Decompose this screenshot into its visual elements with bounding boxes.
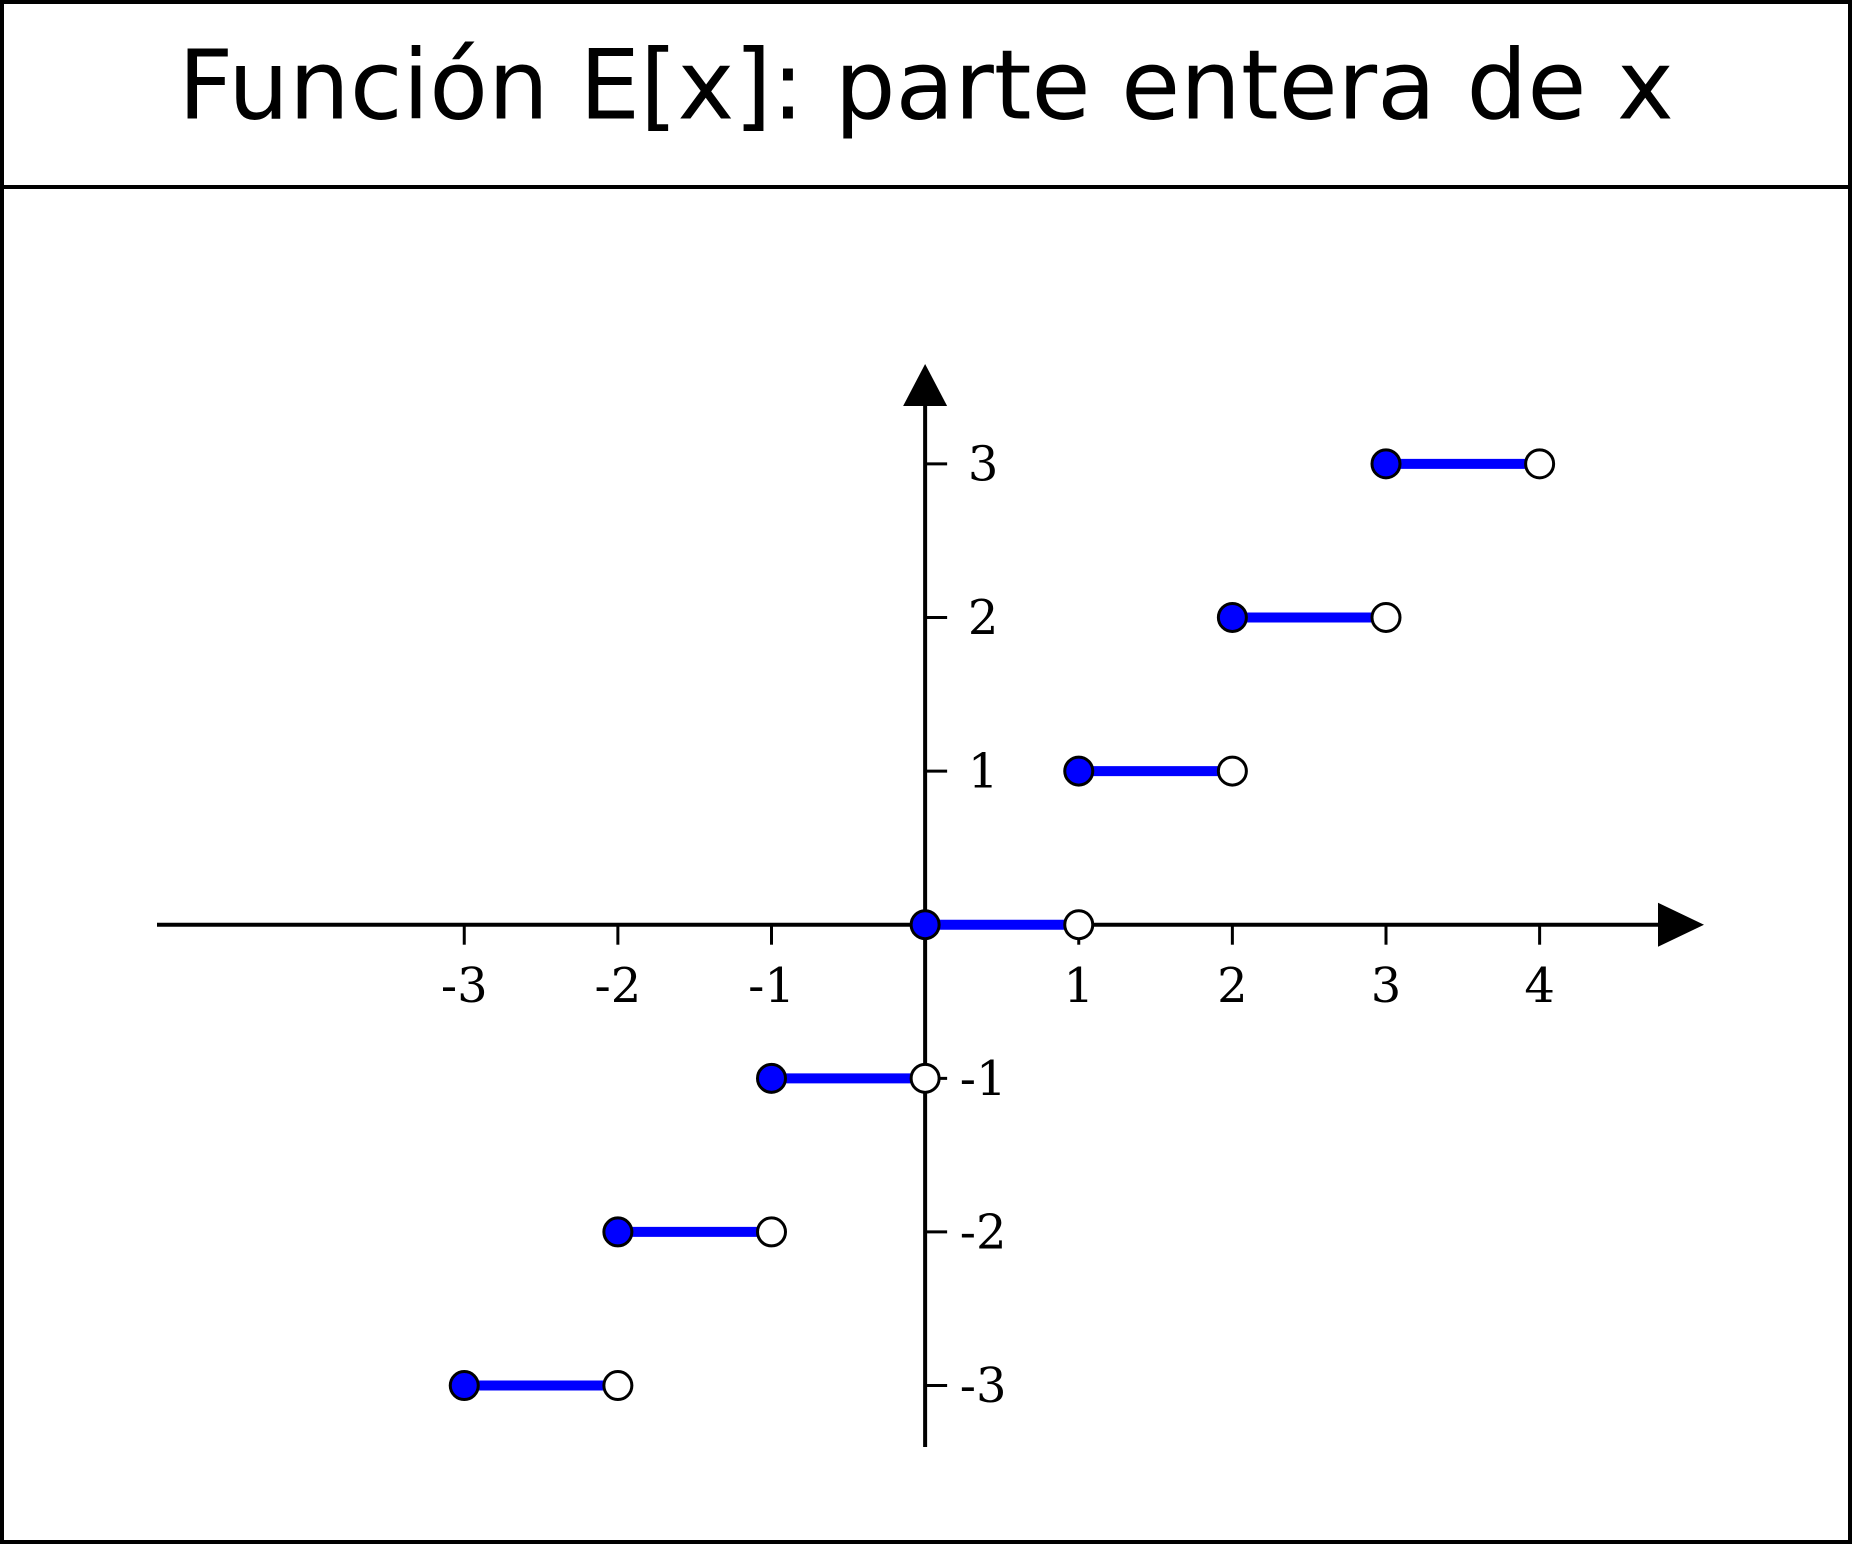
closed-point	[755, 1062, 787, 1094]
x-tick-label: -1	[748, 958, 795, 1014]
open-point	[1063, 909, 1095, 941]
open-point	[1216, 755, 1248, 787]
x-tick-label: -3	[441, 958, 488, 1014]
closed-point	[1216, 601, 1248, 633]
open-point	[602, 1370, 634, 1402]
x-tick-label: -2	[594, 958, 641, 1014]
open-point	[1370, 601, 1402, 633]
open-point	[909, 1062, 941, 1094]
y-tick-label: -2	[960, 1204, 1007, 1260]
closed-point	[909, 909, 941, 941]
y-tick-label: -1	[960, 1051, 1007, 1107]
x-tick-label: 4	[1524, 958, 1555, 1014]
y-axis-arrow	[903, 364, 948, 406]
closed-point	[602, 1216, 634, 1248]
chart-title: Función E[x]: parte entera de x	[178, 29, 1674, 141]
y-tick-label: 2	[968, 590, 999, 646]
x-tick-label: 1	[1063, 958, 1094, 1014]
x-tick-label: 2	[1217, 958, 1248, 1014]
x-tick-label: 3	[1371, 958, 1402, 1014]
x-axis-arrow	[1658, 902, 1704, 947]
y-tick-label: 1	[968, 744, 999, 800]
open-point	[1524, 448, 1556, 480]
closed-point	[1063, 755, 1095, 787]
closed-point	[448, 1370, 480, 1402]
open-point	[755, 1216, 787, 1248]
closed-point	[1370, 448, 1402, 480]
y-tick-label: 3	[968, 436, 999, 492]
y-tick-label: -3	[960, 1358, 1007, 1414]
